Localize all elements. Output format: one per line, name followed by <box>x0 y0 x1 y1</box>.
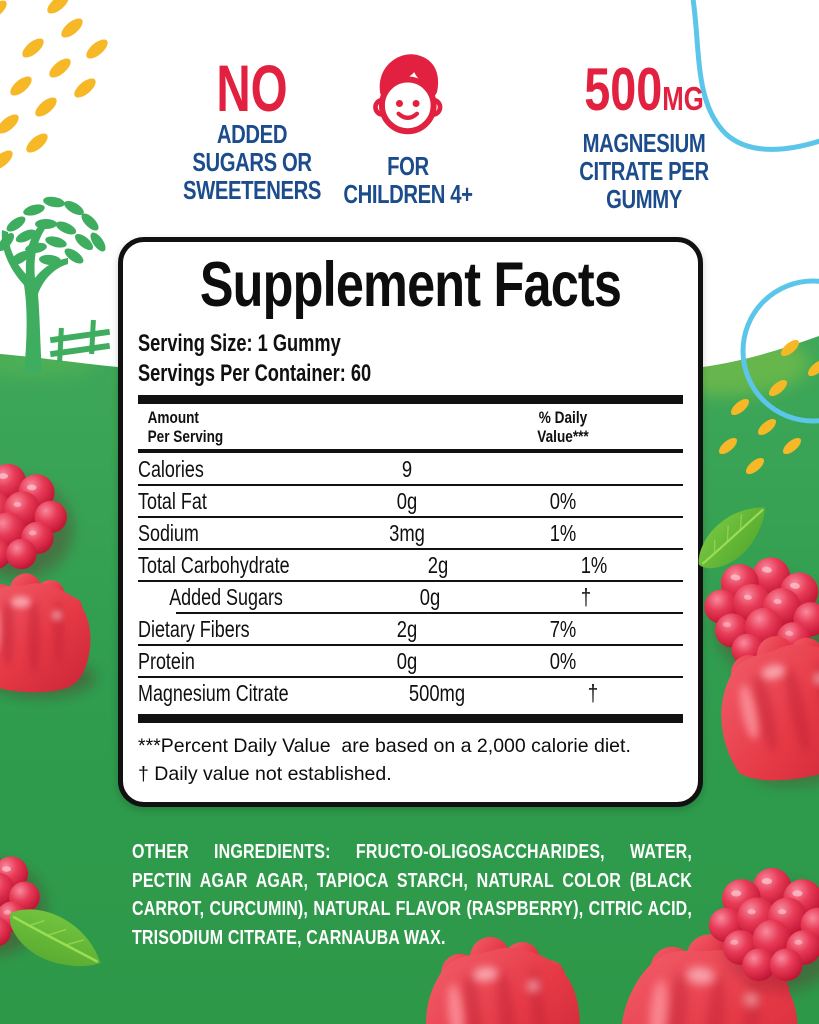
badge-dose-line1: MAGNESIUM <box>582 128 706 158</box>
divider-thick-top <box>138 395 683 404</box>
divider-medium <box>138 449 683 453</box>
divider-thick-bottom <box>138 714 683 723</box>
dv-header-line2: Value*** <box>537 427 589 446</box>
row-label: Dietary Fibers <box>138 615 250 642</box>
amount-header: Amount Per Serving <box>138 408 268 446</box>
badge-no-line1: ADDED <box>216 119 288 149</box>
row-amount: 2g <box>428 551 449 578</box>
row-divider <box>138 548 683 550</box>
row-divider <box>138 676 683 678</box>
panel-title: Supplement Facts <box>199 250 622 320</box>
row-divider <box>138 516 683 518</box>
row-daily-value: 7% <box>549 615 577 642</box>
row-amount: 2g <box>396 615 418 642</box>
facts-row-sodium: Sodium 3mg 1% <box>138 518 683 548</box>
tree-illustration <box>0 196 111 372</box>
row-label: Protein <box>138 647 195 674</box>
badge-children-line1: FOR <box>387 151 429 181</box>
row-amount: 0g <box>396 647 418 674</box>
badge-dose-line3: GUMMY <box>606 184 682 214</box>
fence-icon <box>49 319 111 363</box>
badge-dose-line2: CITRATE PER <box>579 156 709 186</box>
row-daily-value: 1% <box>549 519 577 546</box>
facts-row-magnesium-citrate: Magnesium Citrate 500mg † <box>138 678 683 708</box>
row-daily-value: 1% <box>581 551 608 578</box>
dose-unit: MG <box>662 80 704 117</box>
row-divider <box>138 484 683 486</box>
header-spacer <box>301 408 513 446</box>
facts-row-dietary-fibers: Dietary Fibers 2g 7% <box>138 614 683 644</box>
badge-dose: 500MG MAGNESIUM CITRATE PER GUMMY <box>514 60 774 214</box>
row-daily-value: † <box>587 679 599 706</box>
dose-amount: 500 <box>584 56 663 123</box>
footnote-dagger: † Daily value not established. <box>138 763 392 785</box>
row-divider <box>138 644 683 646</box>
badge-no-big-text: NO <box>216 51 288 125</box>
row-divider <box>176 612 683 614</box>
other-ingredients-text: FRUCTO-OLIGOSACCHARIDES, WATER, PECTIN A… <box>132 841 692 949</box>
serving-size: Serving Size: 1 Gummy <box>138 330 341 357</box>
row-label: Added Sugars <box>169 583 283 610</box>
row-label: Magnesium Citrate <box>138 679 289 706</box>
footnote-daily-value: ***Percent Daily Value are based on a 2,… <box>138 735 631 757</box>
row-label: Total Carbohydrate <box>138 551 290 578</box>
row-daily-value: † <box>580 583 591 610</box>
row-label: Calories <box>138 455 204 482</box>
row-label: Sodium <box>138 519 199 546</box>
badge-dose-big-text: 500MG <box>543 60 746 129</box>
facts-row-protein: Protein 0g 0% <box>138 646 683 676</box>
row-divider <box>138 580 683 582</box>
child-face-icon <box>373 54 443 135</box>
badge-no-line3: SWEETENERS <box>182 175 322 205</box>
badge-no-added-sugars: NO ADDED SUGARS OR SWEETENERS <box>132 51 372 205</box>
row-amount: 9 <box>401 455 413 482</box>
amount-header-line1: Amount <box>147 408 199 427</box>
tree-icon <box>0 196 106 372</box>
supplement-facts-panel: Supplement Facts Serving Size: 1 Gummy S… <box>118 237 703 807</box>
amount-header-line2: Per Serving <box>147 427 224 446</box>
dv-header-line1: % Daily <box>538 408 588 427</box>
other-ingredients: OTHER INGREDIENTS: FRUCTO-OLIGOSACCHARID… <box>132 838 692 952</box>
facts-header: Amount Per Serving % Daily Value*** <box>138 408 683 446</box>
row-daily-value: 0% <box>549 487 577 514</box>
other-ingredients-label: OTHER INGREDIENTS: <box>132 841 331 863</box>
row-amount: 500mg <box>408 679 466 706</box>
row-label: Total Fat <box>138 487 207 514</box>
daily-value-header: % Daily Value*** <box>523 408 659 446</box>
row-amount: 0g <box>396 487 418 514</box>
row-amount: 0g <box>419 583 441 610</box>
facts-row-total-fat: Total Fat 0g 0% <box>138 486 683 516</box>
badge-children-line2: CHILDREN 4+ <box>343 179 473 209</box>
badge-no-line2: SUGARS OR <box>192 147 312 177</box>
facts-rows: Calories 9 Total Fat 0g 0% Sodium 3mg 1% Total C… <box>138 454 683 708</box>
row-daily-value: 0% <box>549 647 577 674</box>
facts-row-calories: Calories 9 <box>138 454 683 484</box>
row-amount: 3mg <box>389 519 425 546</box>
badge-for-children: FOR CHILDREN 4+ <box>300 50 516 208</box>
facts-row-added-sugars: Added Sugars 0g † <box>138 582 683 612</box>
servings-per-container: Servings Per Container: 60 <box>138 360 372 387</box>
facts-row-total-carbohydrate: Total Carbohydrate 2g 1% <box>138 550 683 580</box>
